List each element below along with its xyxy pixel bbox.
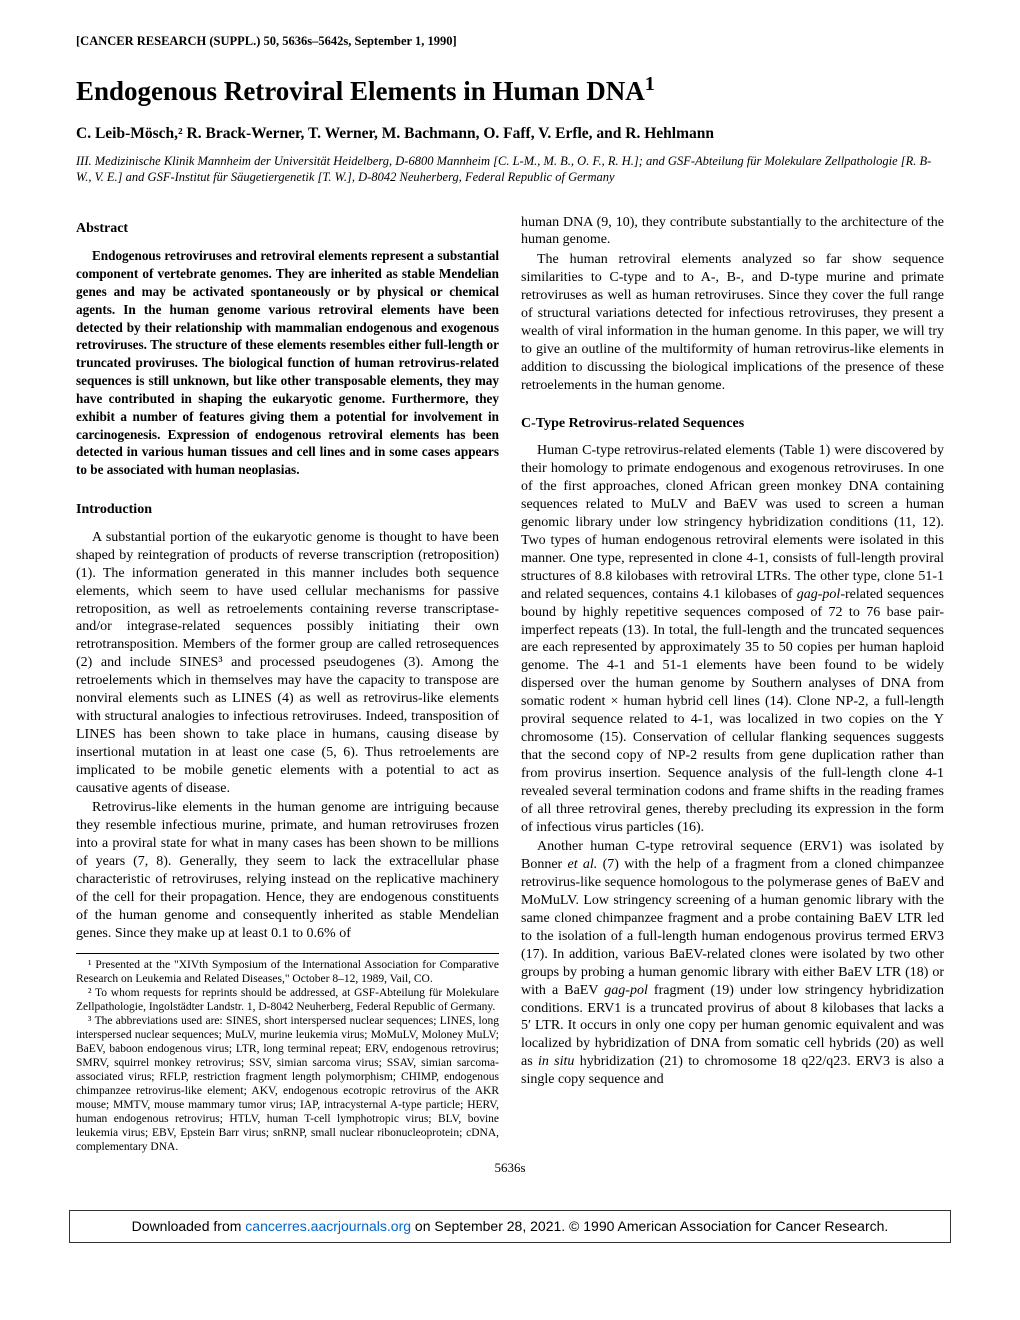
abstract-text: Endogenous retroviruses and retroviral e… [76, 247, 499, 479]
left-column: Abstract Endogenous retroviruses and ret… [76, 214, 499, 1154]
title-text: Endogenous Retroviral Elements in Human … [76, 76, 645, 106]
affiliation-line: III. Medizinische Klinik Mannheim der Un… [76, 153, 944, 186]
page-number: 5636s [76, 1160, 944, 1176]
intro-paragraph-1: A substantial portion of the eukaryotic … [76, 529, 499, 798]
p4-part-d: hybridization (21) to chromosome 18 q22/… [521, 1054, 944, 1087]
abstract-heading: Abstract [76, 220, 499, 238]
two-column-body: Abstract Endogenous retroviruses and ret… [76, 214, 944, 1154]
p3-part-b: -related sequences bound by highly repet… [521, 587, 944, 835]
footnotes-block: ¹ Presented at the "XIVth Symposium of t… [76, 953, 499, 1154]
p3-part-a: Human C-type retrovirus-related elements… [521, 443, 944, 601]
footnote-1: ¹ Presented at the "XIVth Symposium of t… [76, 958, 499, 986]
download-prefix: Downloaded from [132, 1218, 246, 1234]
journal-header: [CANCER RESEARCH (SUPPL.) 50, 5636s–5642… [76, 34, 944, 49]
right-paragraph-1: human DNA (9, 10), they contribute subst… [521, 214, 944, 250]
right-paragraph-4: Another human C-type retroviral sequence… [521, 838, 944, 1089]
right-column: human DNA (9, 10), they contribute subst… [521, 214, 944, 1154]
authors-line: C. Leib-Mösch,² R. Brack-Werner, T. Wern… [76, 125, 944, 143]
introduction-heading: Introduction [76, 501, 499, 519]
article-title: Endogenous Retroviral Elements in Human … [76, 73, 944, 107]
gag-pol-italic-2: gag-pol [604, 983, 648, 998]
right-paragraph-2: The human retroviral elements analyzed s… [521, 251, 944, 394]
footnote-2: ² To whom requests for reprints should b… [76, 986, 499, 1014]
ctype-heading: C-Type Retrovirus-related Sequences [521, 415, 944, 433]
download-link[interactable]: cancerres.aacrjournals.org [245, 1218, 411, 1234]
in-situ-italic: in situ [538, 1054, 574, 1069]
download-suffix: on September 28, 2021. © 1990 American A… [411, 1218, 888, 1234]
p4-part-b: (7) with the help of a fragment from a c… [521, 857, 944, 997]
right-paragraph-3: Human C-type retrovirus-related elements… [521, 442, 944, 836]
title-footnote-ref: 1 [645, 73, 655, 95]
et-al-italic: et al. [568, 857, 598, 872]
download-footer: Downloaded from cancerres.aacrjournals.o… [69, 1210, 951, 1243]
gag-pol-italic: gag-pol [797, 587, 841, 602]
footnote-3: ³ The abbreviations used are: SINES, sho… [76, 1014, 499, 1154]
intro-paragraph-2: Retrovirus-like elements in the human ge… [76, 799, 499, 942]
